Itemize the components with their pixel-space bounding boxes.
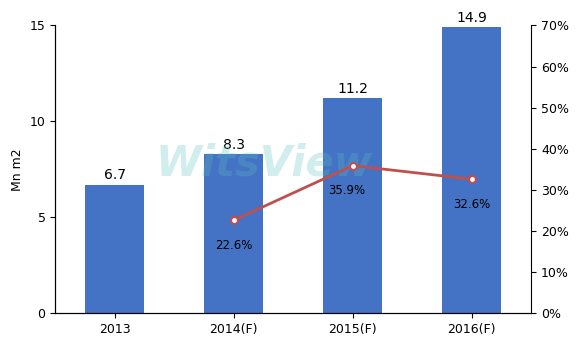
- Text: 22.6%: 22.6%: [215, 239, 252, 252]
- Bar: [442, 27, 502, 313]
- Bar: [85, 185, 144, 313]
- Bar: [204, 154, 263, 313]
- Text: 8.3: 8.3: [223, 138, 245, 152]
- Text: 35.9%: 35.9%: [328, 184, 365, 197]
- Bar: [323, 98, 382, 313]
- Y-axis label: Mn m2: Mn m2: [11, 148, 24, 191]
- Text: 6.7: 6.7: [104, 168, 126, 183]
- Text: 32.6%: 32.6%: [453, 198, 490, 211]
- Text: 11.2: 11.2: [337, 82, 368, 96]
- Text: 14.9: 14.9: [456, 11, 487, 25]
- Text: WitsView: WitsView: [156, 143, 374, 185]
